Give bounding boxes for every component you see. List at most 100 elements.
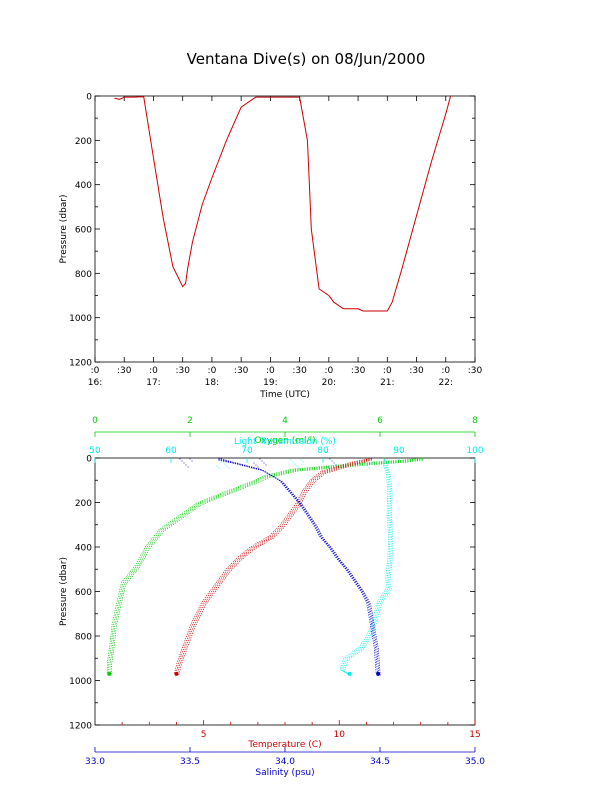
- surface-point: [255, 464, 257, 466]
- pressure-trace: [114, 95, 452, 312]
- surface-point: [337, 466, 339, 468]
- surface-point: [298, 467, 300, 469]
- salinity-profile: [218, 459, 381, 676]
- chart-title: Ventana Dive(s) on 08/Jun/2000: [186, 50, 426, 68]
- surface-point: [263, 462, 265, 464]
- x-tick-label-hour: 22:: [439, 378, 453, 388]
- pressure-time-chart: 020040060080010001200:0:30:0:30:0:30:0:3…: [59, 93, 483, 401]
- y-tick-label: 400: [75, 544, 92, 554]
- x-tick-label: :30: [468, 366, 483, 376]
- transmission-tick-label: 50: [89, 446, 101, 456]
- y-axis-label: Pressure (dbar): [59, 195, 69, 264]
- salinity-tick-label: 33.5: [180, 757, 200, 767]
- oxygen-tick-label: 8: [472, 416, 478, 426]
- salinity-tick-label: 33.0: [85, 757, 105, 767]
- transmission-tick-label: 60: [165, 446, 177, 456]
- oxygen-axis-label: Oxygen (ml/l): [254, 436, 315, 446]
- x-tick-label: :30: [351, 366, 366, 376]
- x-tick-label: :0: [324, 366, 333, 376]
- surface-point: [294, 463, 296, 465]
- surface-point: [228, 467, 230, 469]
- surface-point: [302, 461, 304, 463]
- oxygen-tick-label: 4: [282, 416, 288, 426]
- x-axis-label: Time (UTC): [259, 390, 310, 400]
- surface-point: [372, 461, 374, 463]
- surface-point: [329, 458, 331, 460]
- temperature-bottom-point: [174, 671, 179, 676]
- surface-point: [185, 464, 187, 466]
- surface-point: [179, 458, 181, 460]
- surface-point: [259, 458, 261, 460]
- x-tick-label-hour: 19:: [263, 378, 277, 388]
- surface-point: [368, 467, 370, 469]
- top-plot-frame: [94, 95, 476, 363]
- surface-point: [253, 462, 255, 464]
- surface-point: [374, 463, 376, 465]
- surface-point: [191, 460, 193, 462]
- transmission-tick-label: 100: [466, 446, 483, 456]
- x-tick-label: :0: [91, 366, 100, 376]
- light-transmission-bottom-point: [347, 671, 352, 676]
- salinity-profile: [218, 459, 380, 676]
- temperature-profile: [176, 459, 372, 676]
- surface-point: [226, 465, 228, 467]
- y-tick-label: 600: [75, 226, 92, 236]
- surface-point: [189, 458, 191, 460]
- temperature-axis-label: Temperature (C): [247, 740, 321, 750]
- y-tick-label: 200: [75, 499, 92, 509]
- x-tick-label-hour: 21:: [380, 378, 394, 388]
- x-tick-label: :30: [409, 366, 424, 376]
- salinity-axis-label: Salinity (psu): [255, 768, 314, 778]
- surface-point: [300, 459, 302, 461]
- surface-point: [216, 465, 218, 467]
- temperature-profile: [174, 457, 372, 674]
- salinity-bottom-point: [376, 671, 381, 676]
- temperature-tick-label: 10: [334, 730, 346, 740]
- transmission-tick-label: 70: [241, 446, 253, 456]
- y-tick-label: 1200: [69, 722, 92, 732]
- surface-point: [187, 466, 189, 468]
- light-transmission-profile: [339, 457, 389, 675]
- x-tick-label: :0: [266, 366, 275, 376]
- x-tick-label-hour: 17:: [146, 378, 160, 388]
- y-tick-label: 1000: [69, 677, 92, 687]
- surface-point: [292, 461, 294, 463]
- x-tick-label: :0: [383, 366, 392, 376]
- y-axis-label: Pressure (dbar): [59, 557, 69, 626]
- surface-point: [257, 466, 259, 468]
- surface-point: [181, 460, 183, 462]
- temperature-profile: [178, 459, 372, 676]
- salinity-tick-label: 35.0: [465, 757, 485, 767]
- surface-point: [364, 463, 366, 465]
- x-tick-label-hour: 20:: [322, 378, 336, 388]
- light-transmission-profile: [342, 459, 392, 676]
- surface-point: [183, 462, 185, 464]
- x-tick-label: :0: [149, 366, 158, 376]
- oxygen-profile: [108, 458, 423, 675]
- surface-point: [290, 459, 292, 461]
- light-transmission-profile: [343, 459, 394, 677]
- oxygen-tick-label: 2: [187, 416, 193, 426]
- x-tick-label: :30: [117, 366, 132, 376]
- y-tick-label: 1200: [69, 359, 92, 369]
- salinity-tick-label: 34.0: [275, 757, 295, 767]
- y-tick-label: 400: [75, 181, 92, 191]
- surface-point: [261, 460, 263, 462]
- surface-point: [370, 459, 372, 461]
- surface-point: [224, 463, 226, 465]
- bottom-plot-frame: [94, 457, 476, 726]
- y-tick-label: 0: [86, 93, 92, 103]
- oxygen-tick-label: 0: [92, 416, 98, 426]
- x-tick-label: :0: [208, 366, 217, 376]
- surface-point: [331, 460, 333, 462]
- y-tick-label: 800: [75, 270, 92, 280]
- temperature-profile: [175, 458, 372, 675]
- surface-point: [327, 466, 329, 468]
- y-tick-label: 200: [75, 137, 92, 147]
- temperature-tick-label: 15: [469, 730, 480, 740]
- transmission-tick-label: 80: [317, 446, 329, 456]
- x-tick-label: :30: [292, 366, 307, 376]
- oxygen-tick-label: 6: [377, 416, 383, 426]
- y-tick-label: 600: [75, 588, 92, 598]
